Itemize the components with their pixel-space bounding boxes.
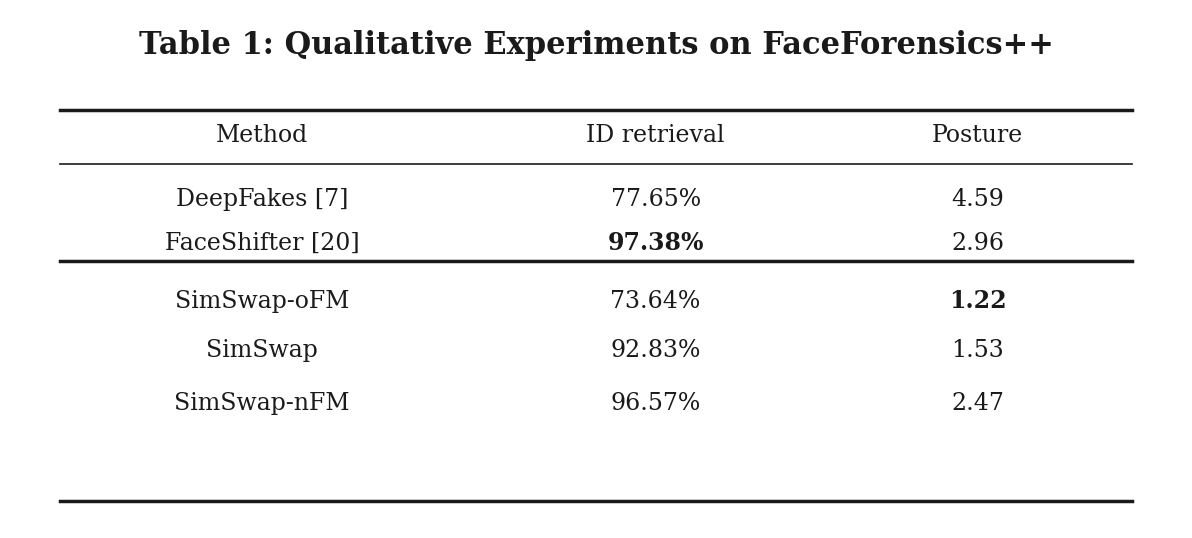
Text: ID retrieval: ID retrieval <box>586 124 725 147</box>
Text: 4.59: 4.59 <box>951 188 1004 210</box>
Text: 77.65%: 77.65% <box>610 188 701 210</box>
Text: 2.96: 2.96 <box>951 232 1004 254</box>
Text: 1.53: 1.53 <box>951 339 1004 362</box>
Text: Method: Method <box>216 124 309 147</box>
Text: 97.38%: 97.38% <box>608 231 703 255</box>
Text: 92.83%: 92.83% <box>610 339 701 362</box>
Text: FaceShifter [20]: FaceShifter [20] <box>164 232 360 254</box>
Text: 2.47: 2.47 <box>951 392 1004 415</box>
Text: SimSwap-nFM: SimSwap-nFM <box>174 392 350 415</box>
Text: SimSwap-oFM: SimSwap-oFM <box>175 290 349 313</box>
Text: 1.22: 1.22 <box>949 289 1006 313</box>
Text: SimSwap: SimSwap <box>206 339 318 362</box>
Text: Posture: Posture <box>932 124 1023 147</box>
Text: Table 1: Qualitative Experiments on FaceForensics++: Table 1: Qualitative Experiments on Face… <box>138 30 1054 61</box>
Text: 73.64%: 73.64% <box>610 290 701 313</box>
Text: 96.57%: 96.57% <box>610 392 701 415</box>
Text: DeepFakes [7]: DeepFakes [7] <box>176 188 348 210</box>
